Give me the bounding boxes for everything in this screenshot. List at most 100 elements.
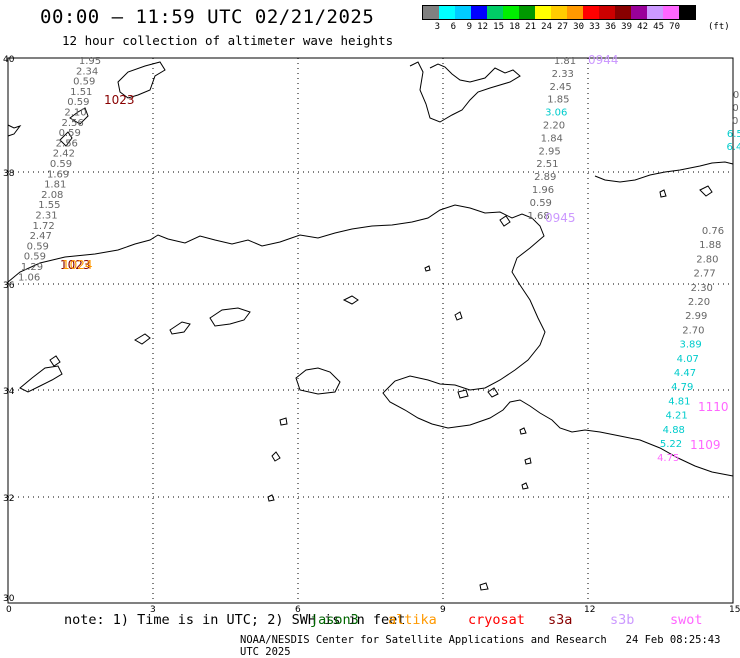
wave-height-value: 2.08 [41, 190, 63, 201]
wave-height-value: 2.45 [549, 82, 571, 93]
lat-lon-grid [8, 58, 733, 603]
lon-label: 12 [584, 605, 595, 615]
legend-swatch [567, 6, 583, 19]
legend-tick: 12 [477, 22, 488, 32]
islet-11 [499, 215, 511, 227]
wave-height-value: 2.42 [53, 149, 75, 160]
wave-height-value: 1.81 [554, 56, 576, 67]
island-minorca [69, 107, 89, 125]
wave-height-value: 2.56 [61, 118, 83, 129]
lat-label: 36 [3, 281, 15, 291]
wave-height-value: 2.99 [685, 311, 707, 322]
lon-label: 6 [295, 605, 301, 615]
footer-credit: NOAA/NESDIS Center for Satellite Applica… [240, 634, 740, 658]
satellite-pass: 0 0 0 6.5 6.4 [726, 90, 740, 153]
legend-satellite: s3b [610, 612, 635, 628]
wave-height-value: 0.59 [50, 159, 72, 170]
legend-tick: 33 [589, 22, 600, 32]
wave-height-value: 4.21 [665, 411, 687, 422]
legend-swatch [599, 6, 615, 19]
wave-height-value: 2.33 [552, 69, 574, 80]
island-majorca [117, 61, 166, 99]
pass-time-label: 1023 [104, 93, 135, 107]
islet-6 [524, 457, 532, 465]
wave-height-value: 1.81 [44, 180, 66, 191]
legend-swatch [519, 6, 535, 19]
wave-height-value: 1.55 [38, 200, 60, 211]
wave-height-value: 1.96 [532, 185, 554, 196]
wave-height-value: 3.89 [679, 340, 701, 351]
wave-height-value: 1.72 [32, 221, 54, 232]
legend-ticks: (ft) 3 6 9 12 15 18 21 24 27 30 33 36 39 42 45 70 [422, 20, 730, 34]
legend-swatch [647, 6, 663, 19]
islet-1 [424, 265, 431, 272]
axis-labels: 40 38 36 34 32 30 0 3 6 9 12 15 [3, 55, 740, 615]
legend-swatch [471, 6, 487, 19]
legend-tick: 42 [637, 22, 648, 32]
legend-swatch [535, 6, 551, 19]
wave-height-value: 2.77 [693, 269, 715, 280]
legend-tick: 9 [466, 22, 472, 32]
islet-8 [479, 582, 489, 591]
island-ionian-west [169, 321, 191, 335]
satellite-pass: 0.76 1.88 2.80 2.77 2.30 2.20 2.99 2.70 3.89 4.07… [657, 226, 724, 464]
credit-text: NOAA/NESDIS Center for Satellite Applica… [240, 634, 607, 646]
islet-4 [271, 451, 281, 462]
africa-coastline [7, 204, 734, 477]
legend-swatch [663, 6, 679, 19]
lat-label: 34 [3, 387, 15, 397]
legend-satellite: cryosat [468, 612, 525, 628]
map-subtitle: 12 hour collection of altimeter wave hei… [62, 33, 394, 48]
wave-height-value: 1.95 [79, 56, 101, 67]
islet-10 [454, 311, 463, 321]
lon-label: 9 [440, 605, 446, 615]
legend-satellite: jason3 [310, 612, 359, 628]
legend-tick: 70 [669, 22, 680, 32]
legend-tick: 45 [653, 22, 664, 32]
pass-time-label: 1023 [60, 258, 91, 272]
lat-label: 30 [3, 594, 15, 604]
island-kerkennah [342, 295, 359, 305]
wave-height-value: 1.88 [699, 240, 721, 251]
wave-height-value: 2.51 [536, 159, 558, 170]
legend-swatch [423, 6, 439, 19]
wave-height-value: 2.89 [534, 172, 556, 183]
wave-height-value: 4.07 [677, 354, 699, 365]
wave-height-value: 5.22 [660, 439, 682, 450]
islet-5 [267, 494, 275, 502]
wave-height-value: 0.59 [530, 198, 552, 209]
legend-swatch [455, 6, 471, 19]
wave-height-value: 4.88 [663, 425, 685, 436]
islet-2 [487, 387, 499, 398]
island-ibiza [59, 131, 73, 147]
legend-tick: 24 [541, 22, 552, 32]
wave-height-value: 6.5 [727, 129, 740, 140]
legend-tick: 30 [573, 22, 584, 32]
island-sicily [594, 161, 734, 183]
wave-height-value: 2.56 [56, 138, 78, 149]
wave-height-value: 1.51 [70, 87, 92, 98]
pass-time-label: 0944 [588, 53, 619, 67]
wave-height-value: 0 [733, 90, 739, 101]
wave-height-value: 1.85 [547, 95, 569, 106]
lon-label: 3 [150, 605, 156, 615]
units-note: note: 1) Time is in UTC; 2) SWH is in fe… [64, 612, 406, 628]
satellite-pass: 1.81 2.33 2.45 1.85 3.06 2.201.84 2.95 2.51 2.89… [527, 56, 576, 222]
legend-tick: 18 [509, 22, 520, 32]
wave-height-value: 2.31 [35, 211, 57, 222]
legend-swatch [503, 6, 519, 19]
island-west-small [134, 333, 151, 345]
lat-label: 32 [3, 494, 14, 504]
wave-height-value: 2.10 [64, 108, 86, 119]
wave-height-value: 0 [732, 116, 738, 127]
map-title: 00:00 – 11:59 UTC 02/21/2025 [40, 6, 375, 28]
wave-height-legend: (ft) 3 6 9 12 15 18 21 24 27 30 33 36 39 42 45 70 [422, 5, 730, 34]
legend-tick: 36 [605, 22, 616, 32]
island-sardinia [409, 61, 521, 123]
pass-time-label: 1109 [690, 438, 721, 452]
island-west-islet [49, 355, 61, 367]
spain-coast [7, 124, 22, 137]
legend-tick: 15 [493, 22, 504, 32]
wave-height-value: 0 [732, 103, 738, 114]
